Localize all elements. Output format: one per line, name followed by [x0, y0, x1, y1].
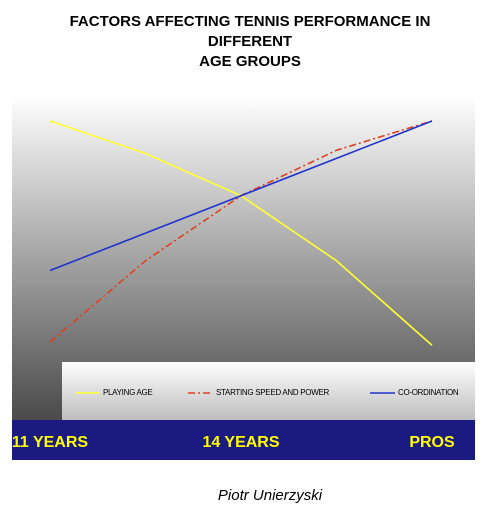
legend-entries: PLAYING AGE STARTING SPEED AND POWER CO-OR…	[75, 388, 459, 397]
chart-title: DIFFERENT	[208, 33, 292, 50]
x-tick-label: PROS	[409, 434, 455, 451]
legend-label: CO-ORDINATION	[398, 388, 459, 397]
x-tick-label: 11 YEARS	[12, 434, 89, 451]
author: Piotr Unierzyski	[218, 487, 323, 504]
legend	[62, 362, 475, 420]
category-band	[12, 420, 475, 460]
chart-title: FACTORS AFFECTING TENNIS PERFORMANCE IN	[70, 13, 431, 30]
legend-label: STARTING SPEED AND POWER	[216, 388, 329, 397]
legend-label: PLAYING AGE	[103, 388, 152, 397]
chart-title: AGE GROUPS	[199, 53, 301, 70]
lines	[49, 120, 433, 346]
series-line	[49, 120, 433, 272]
x-tick-label: 14 YEARS	[202, 434, 279, 451]
